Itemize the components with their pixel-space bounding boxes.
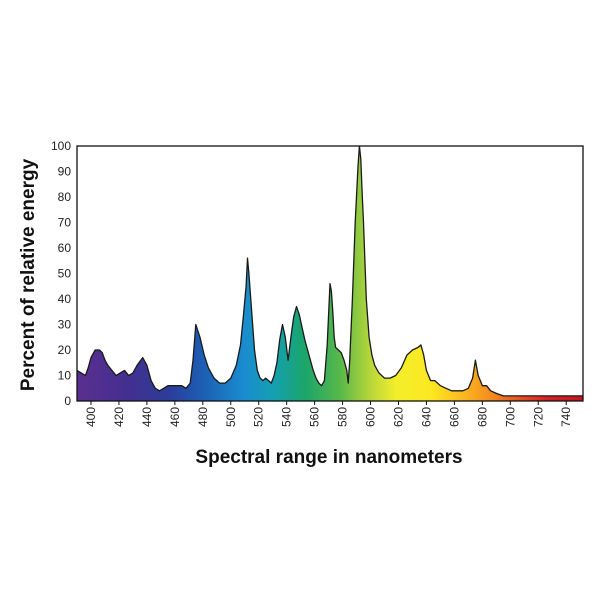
y-axis-label: Percent of relative energy xyxy=(18,158,39,391)
x-tick-label: 700 xyxy=(503,407,517,427)
x-tick-label: 500 xyxy=(224,407,238,427)
x-tick-label: 560 xyxy=(308,407,322,427)
y-axis-ticks: 0 10 20 30 40 50 60 70 80 90 100 xyxy=(51,139,71,408)
y-tick-label: 0 xyxy=(64,394,71,408)
plot-frame xyxy=(76,145,584,402)
x-tick-label: 600 xyxy=(364,407,378,427)
y-tick-label: 100 xyxy=(51,139,71,153)
x-tick-label: 620 xyxy=(391,407,405,427)
x-tick-label: 460 xyxy=(168,407,182,427)
x-axis-label: Spectral range in nanometers xyxy=(195,447,462,468)
x-tick-label: 640 xyxy=(419,407,433,427)
x-tick-label: 540 xyxy=(280,407,294,427)
x-tick-label: 440 xyxy=(140,407,154,427)
y-tick-label: 20 xyxy=(58,343,72,357)
x-tick-label: 660 xyxy=(447,407,461,427)
x-tick-label: 720 xyxy=(531,407,545,427)
spectrum-line xyxy=(76,145,583,397)
x-tick-label: 580 xyxy=(336,407,350,427)
spectrum-area xyxy=(77,146,583,401)
y-tick-label: 60 xyxy=(58,241,72,255)
y-tick-label: 40 xyxy=(58,292,72,306)
y-tick-label: 50 xyxy=(58,267,72,281)
x-tick-label: 680 xyxy=(475,407,489,427)
x-axis-ticks: 400 420 440 460 480 500 520 540 560 580 600 620 640 6… xyxy=(84,401,573,427)
x-tick-label: 400 xyxy=(84,407,98,427)
x-tick-label: 520 xyxy=(252,407,266,427)
y-tick-label: 80 xyxy=(58,190,72,204)
y-tick-label: 90 xyxy=(58,165,72,179)
plot-area xyxy=(76,145,584,402)
x-tick-label: 740 xyxy=(559,407,573,427)
x-tick-label: 480 xyxy=(196,407,210,427)
x-tick-label: 420 xyxy=(112,407,126,427)
y-tick-label: 70 xyxy=(58,216,72,230)
y-tick-label: 10 xyxy=(58,369,72,383)
y-tick-label: 30 xyxy=(58,318,72,332)
